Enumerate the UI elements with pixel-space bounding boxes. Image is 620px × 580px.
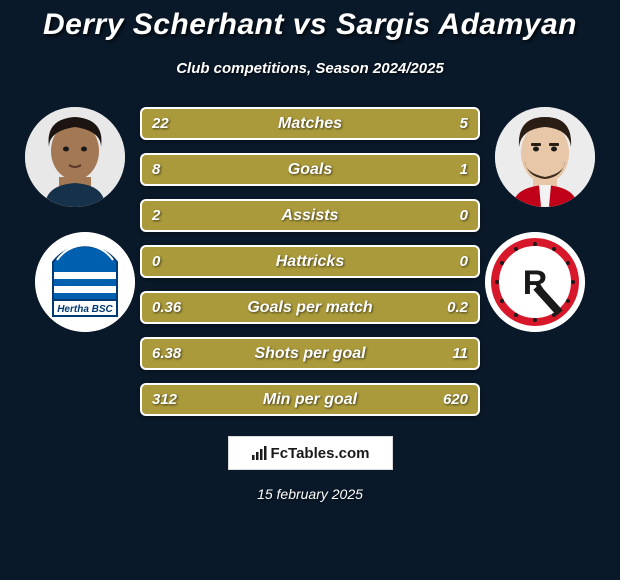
brand-text: FcTables.com	[271, 445, 370, 462]
player-left-column: Hertha BSC	[20, 107, 140, 332]
stat-left-value: 312	[152, 391, 177, 408]
stat-right-value: 1	[460, 161, 468, 178]
stat-left-value: 0	[152, 253, 160, 270]
stat-label: Goals	[288, 161, 332, 179]
stat-label: Assists	[282, 207, 339, 225]
stat-bar-matches: 22 Matches 5	[140, 107, 480, 140]
stat-left-value: 2	[152, 207, 160, 224]
footer: FcTables.com 15 february 2025	[228, 436, 393, 502]
stat-right-value: 0.2	[447, 299, 468, 316]
stat-label: Hattricks	[276, 253, 344, 271]
brand-chart-icon	[251, 445, 267, 461]
hertha-bsc-logo-icon: Hertha BSC	[35, 232, 135, 332]
player-left-portrait	[25, 107, 125, 207]
stat-left-value: 6.38	[152, 345, 181, 362]
player-right-column: R	[480, 107, 600, 332]
jahn-regensburg-logo-icon: R	[485, 232, 585, 332]
stat-right-value: 0	[460, 253, 468, 270]
stat-bar-hattricks: 0 Hattricks 0	[140, 245, 480, 278]
stat-right-value: 0	[460, 207, 468, 224]
stat-right-value: 5	[460, 115, 468, 132]
comparison-body: Hertha BSC 22 Matches 5 8 Goals 1 2 Assi…	[0, 107, 620, 416]
comparison-date: 15 february 2025	[257, 486, 363, 502]
stat-bar-goals-per-match: 0.36 Goals per match 0.2	[140, 291, 480, 324]
stat-bar-assists: 2 Assists 0	[140, 199, 480, 232]
player-right-face-icon	[495, 107, 595, 207]
player-right-club-logo: R	[485, 232, 585, 332]
stat-bars: 22 Matches 5 8 Goals 1 2 Assists 0 0 Hat…	[140, 107, 480, 416]
player-left-club-logo: Hertha BSC	[35, 232, 135, 332]
stat-label: Matches	[278, 115, 342, 133]
player-left-face-icon	[25, 107, 125, 207]
stat-left-value: 0.36	[152, 299, 181, 316]
stat-bar-goals: 8 Goals 1	[140, 153, 480, 186]
stat-left-value: 22	[152, 115, 169, 132]
stat-right-value: 620	[443, 391, 468, 408]
comparison-subtitle: Club competitions, Season 2024/2025	[176, 60, 444, 77]
stat-left-value: 8	[152, 161, 160, 178]
stat-label: Shots per goal	[254, 345, 365, 363]
stat-label: Goals per match	[247, 299, 372, 317]
player-right-portrait	[495, 107, 595, 207]
brand-badge[interactable]: FcTables.com	[228, 436, 393, 470]
stat-right-value: 11	[452, 345, 468, 362]
title-vs: vs	[284, 8, 336, 41]
stat-label: Min per goal	[263, 391, 357, 409]
stat-bar-shots-per-goal: 6.38 Shots per goal 11	[140, 337, 480, 370]
title-player2: Sargis Adamyan	[336, 8, 577, 41]
title-player1: Derry Scherhant	[43, 8, 284, 41]
svg-text:Hertha BSC: Hertha BSC	[57, 304, 113, 315]
stat-bar-min-per-goal: 312 Min per goal 620	[140, 383, 480, 416]
comparison-title: Derry Scherhant vs Sargis Adamyan	[43, 8, 577, 42]
